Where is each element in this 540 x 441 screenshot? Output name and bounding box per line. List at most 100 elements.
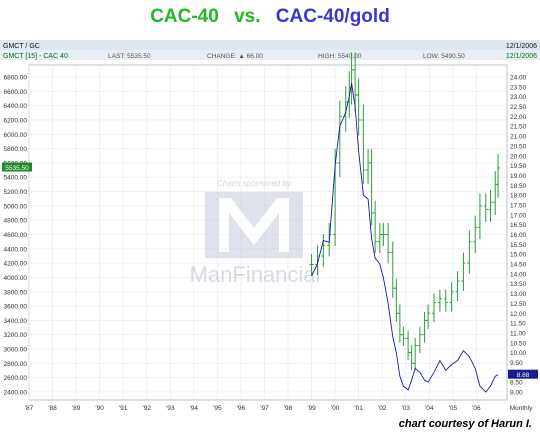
left-tick-label: 6800.00 [4,75,28,82]
x-tick-label: '98 [284,405,293,412]
x-tick-label: '03 [402,405,411,412]
x-tick-label: '95 [213,405,222,412]
logo-m-shape [219,198,289,252]
right-tick-label: 16.00 [510,232,527,239]
right-tick-label: 20.50 [510,143,527,150]
right-tick-label: 12.00 [510,311,527,318]
quote-change: CHANGE: ▲ 66.00 [207,53,263,60]
left-tick-label: 4600.00 [4,232,28,239]
ratio-line [311,82,499,393]
left-tick-label: 4800.00 [4,218,28,225]
x-tick-label: '96 [237,405,246,412]
symbol-date: 12/1/2006 [506,43,537,50]
left-tick-label: 2800.00 [4,361,28,368]
brand-text: ManFinancial [190,262,321,287]
x-tick-label: '88 [48,405,57,412]
left-tick-label: 6400.00 [4,103,28,110]
right-tick-label: 8.00 [510,390,523,397]
left-tick-label: 5400.00 [4,175,28,182]
left-last-value: 5535.50 [5,165,29,172]
right-tick-label: 19.50 [510,163,527,170]
left-tick-label: 4000.00 [4,275,28,282]
left-tick-label: 3000.00 [4,347,28,354]
right-tick-label: 9.50 [510,360,523,367]
x-tick-label: '93 [166,405,175,412]
x-tick-label: '97 [260,405,269,412]
quote-low: LOW: 5490.50 [423,53,465,60]
right-tick-label: 12.50 [510,301,527,308]
left-tick-label: 2600.00 [4,375,28,382]
x-tick-label: '94 [190,405,199,412]
left-tick-label: 5200.00 [4,189,28,196]
quote-date: 12/1/2006 [506,53,537,60]
right-tick-label: 21.00 [510,134,527,141]
left-tick-label: 3800.00 [4,289,28,296]
sponsor-watermark: Charts sponsored by: ManFinancial [190,179,321,287]
right-tick-label: 10.00 [510,350,527,357]
right-tick-label: 21.50 [510,124,527,131]
right-tick-label: 15.00 [510,252,527,259]
right-tick-label: 22.50 [510,104,527,111]
right-tick-label: 17.50 [510,202,527,209]
right-tick-label: 18.00 [510,193,527,200]
right-tick-label: 11.50 [510,321,526,328]
x-tick-label: '90 [95,405,104,412]
x-tick-label: '99 [307,405,316,412]
title-cac: CAC-40 [150,6,219,27]
x-tick-label: '87 [25,405,34,412]
quote-name: GMCT [15] - CAC 40 [3,53,68,60]
right-tick-label: 11.00 [510,330,526,337]
right-tick-label: 13.00 [510,291,527,298]
price-chart: GMCT / GC 12/1/2006 GMCT [15] - CAC 40 LAST… [0,40,540,412]
left-tick-label: 5000.00 [4,203,28,210]
left-tick-label: 3400.00 [4,318,28,325]
left-tick-label: 5800.00 [4,146,28,153]
quote-last: LAST: 5535.50 [108,53,151,60]
chart-title: CAC-40 vs. CAC-40/gold [0,6,540,28]
right-tick-label: 17.00 [510,212,527,219]
right-tick-label: 10.50 [510,340,527,347]
left-tick-label: 6000.00 [4,132,28,139]
header-quote-row [0,50,540,60]
header-symbol-row [0,40,540,50]
right-last-tag [508,369,538,379]
right-tick-label: 13.50 [510,281,527,288]
right-last-value: 8.88 [517,372,530,379]
title-ratio: CAC-40/gold [275,6,390,27]
right-tick-label: 8.50 [510,380,523,387]
x-tick-label: '89 [72,405,81,412]
x-tick-label: '04 [425,405,434,412]
x-tick-label: '01 [354,405,363,412]
right-tick-label: 22.00 [510,114,527,121]
left-last-tag [2,162,32,172]
right-tick-label: 20.00 [510,153,527,160]
x-tick-label: '02 [378,405,387,412]
sponsor-text: Charts sponsored by: [217,179,293,188]
x-tick-label: '92 [142,405,151,412]
left-tick-label: 3600.00 [4,304,28,311]
right-tick-label: 18.50 [510,183,527,190]
symbol-label: GMCT / GC [3,43,40,50]
right-tick-label: 14.50 [510,262,527,269]
left-tick-label: 6600.00 [4,89,28,96]
title-vs: vs. [234,6,261,27]
x-tick-label: '91 [119,405,128,412]
right-tick-label: 24.00 [510,75,527,82]
left-tick-label: 4200.00 [4,261,28,268]
left-tick-label: 4400.00 [4,246,28,253]
right-tick-label: 15.50 [510,242,527,249]
left-tick-label: 6200.00 [4,117,28,124]
x-tick-label: '06 [472,405,481,412]
right-tick-label: 23.00 [510,94,527,101]
x-tick-label: '00 [331,405,340,412]
frequency-label: Monthly [510,405,534,412]
x-tick-label: '05 [449,405,458,412]
right-tick-label: 16.50 [510,222,527,229]
quote-high: HIGH: 5540.00 [318,53,362,60]
right-tick-label: 23.50 [510,84,527,91]
courtesy-note: chart courtesy of Harun I. [398,418,532,430]
left-tick-label: 2400.00 [4,390,28,397]
right-tick-label: 14.00 [510,271,527,278]
left-tick-label: 3200.00 [4,332,28,339]
right-tick-label: 19.00 [510,173,527,180]
